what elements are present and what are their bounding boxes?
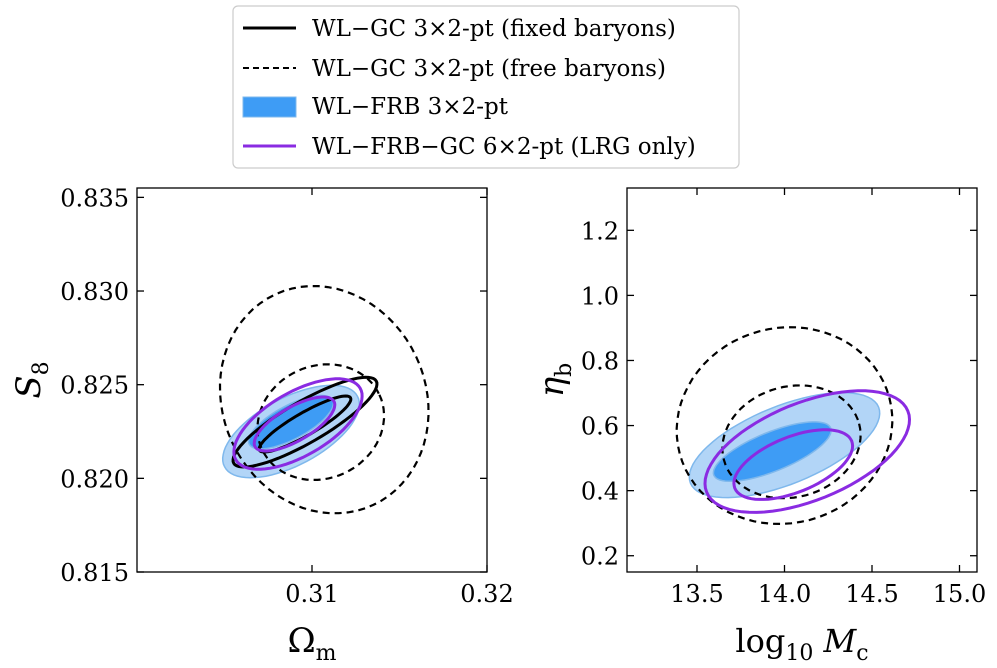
right-y-axis-label: ηb bbox=[532, 363, 577, 397]
right-panel-frame bbox=[626, 187, 978, 573]
left-panel-s8-omega-m: 0.31 0.32 0.815 0.820 0.825 0.830 0.835 Ωm S8 bbox=[9, 184, 514, 666]
left-y-axis-label: S8 bbox=[9, 361, 54, 398]
y-tick-label: 0.825 bbox=[60, 372, 129, 400]
x-tick-label: 15.0 bbox=[933, 580, 986, 608]
legend-swatch-filled-blue bbox=[242, 96, 297, 118]
y-tick-label: 0.820 bbox=[60, 465, 129, 493]
y-tick-label: 0.830 bbox=[60, 278, 129, 306]
contour-solid-purple-inner bbox=[252, 395, 337, 453]
contour-solid-purple-inner bbox=[732, 428, 855, 501]
contour-dashed-black-outer bbox=[675, 326, 894, 526]
x-tick-label: 0.31 bbox=[285, 580, 338, 608]
left-panel-frame bbox=[136, 187, 488, 573]
left-panel-contours bbox=[218, 285, 430, 515]
left-x-axis-label: Ωm bbox=[287, 621, 336, 666]
y-tick-label: 0.4 bbox=[581, 478, 619, 506]
right-panel-contours bbox=[675, 326, 912, 526]
x-tick-label: 14.0 bbox=[758, 580, 811, 608]
legend-label-wl-frb: WL−FRB 3×2-pt bbox=[312, 94, 509, 120]
contour-dashed-black-inner bbox=[256, 363, 386, 481]
y-tick-label: 0.835 bbox=[60, 184, 129, 212]
y-tick-label: 1.0 bbox=[581, 282, 619, 310]
y-tick-label: 0.815 bbox=[60, 559, 129, 587]
legend-label-wl-frb-gc: WL−FRB−GC 6×2-pt (LRG only) bbox=[312, 134, 696, 160]
x-tick-label: 14.5 bbox=[845, 580, 898, 608]
y-tick-label: 0.8 bbox=[581, 347, 619, 375]
y-tick-label: 0.6 bbox=[581, 413, 619, 441]
contour-solid-purple-outer bbox=[232, 377, 364, 471]
contour-solid-purple-outer bbox=[703, 389, 912, 514]
left-panel-ticks: 0.31 0.32 0.815 0.820 0.825 0.830 0.835 bbox=[60, 184, 513, 608]
contour-dashed-black-inner bbox=[721, 384, 862, 500]
y-tick-label: 0.2 bbox=[581, 543, 619, 571]
x-tick-label: 13.5 bbox=[670, 580, 723, 608]
legend-frame bbox=[232, 5, 740, 169]
contour-solid-black-outer bbox=[231, 375, 379, 469]
x-tick-label: 0.32 bbox=[460, 580, 513, 608]
y-tick-label: 1.2 bbox=[581, 217, 619, 245]
right-x-axis-label: log10 Mc bbox=[735, 622, 868, 666]
legend: WL−GC 3×2-pt (fixed baryons) WL−GC 3×2-p… bbox=[232, 5, 740, 169]
contour-dashed-black-outer bbox=[218, 285, 430, 515]
legend-label-free-baryons: WL−GC 3×2-pt (free baryons) bbox=[312, 56, 666, 82]
right-panel-ticks: 13.5 14.0 14.5 15.0 0.2 0.4 0.6 0.8 1.0 1.2 bbox=[581, 188, 986, 608]
right-panel-eta-b-log-mc: 13.5 14.0 14.5 15.0 0.2 0.4 0.6 0.8 1.0 1.2 log10… bbox=[532, 187, 986, 666]
legend-label-fixed-baryons: WL−GC 3×2-pt (fixed baryons) bbox=[312, 16, 676, 42]
